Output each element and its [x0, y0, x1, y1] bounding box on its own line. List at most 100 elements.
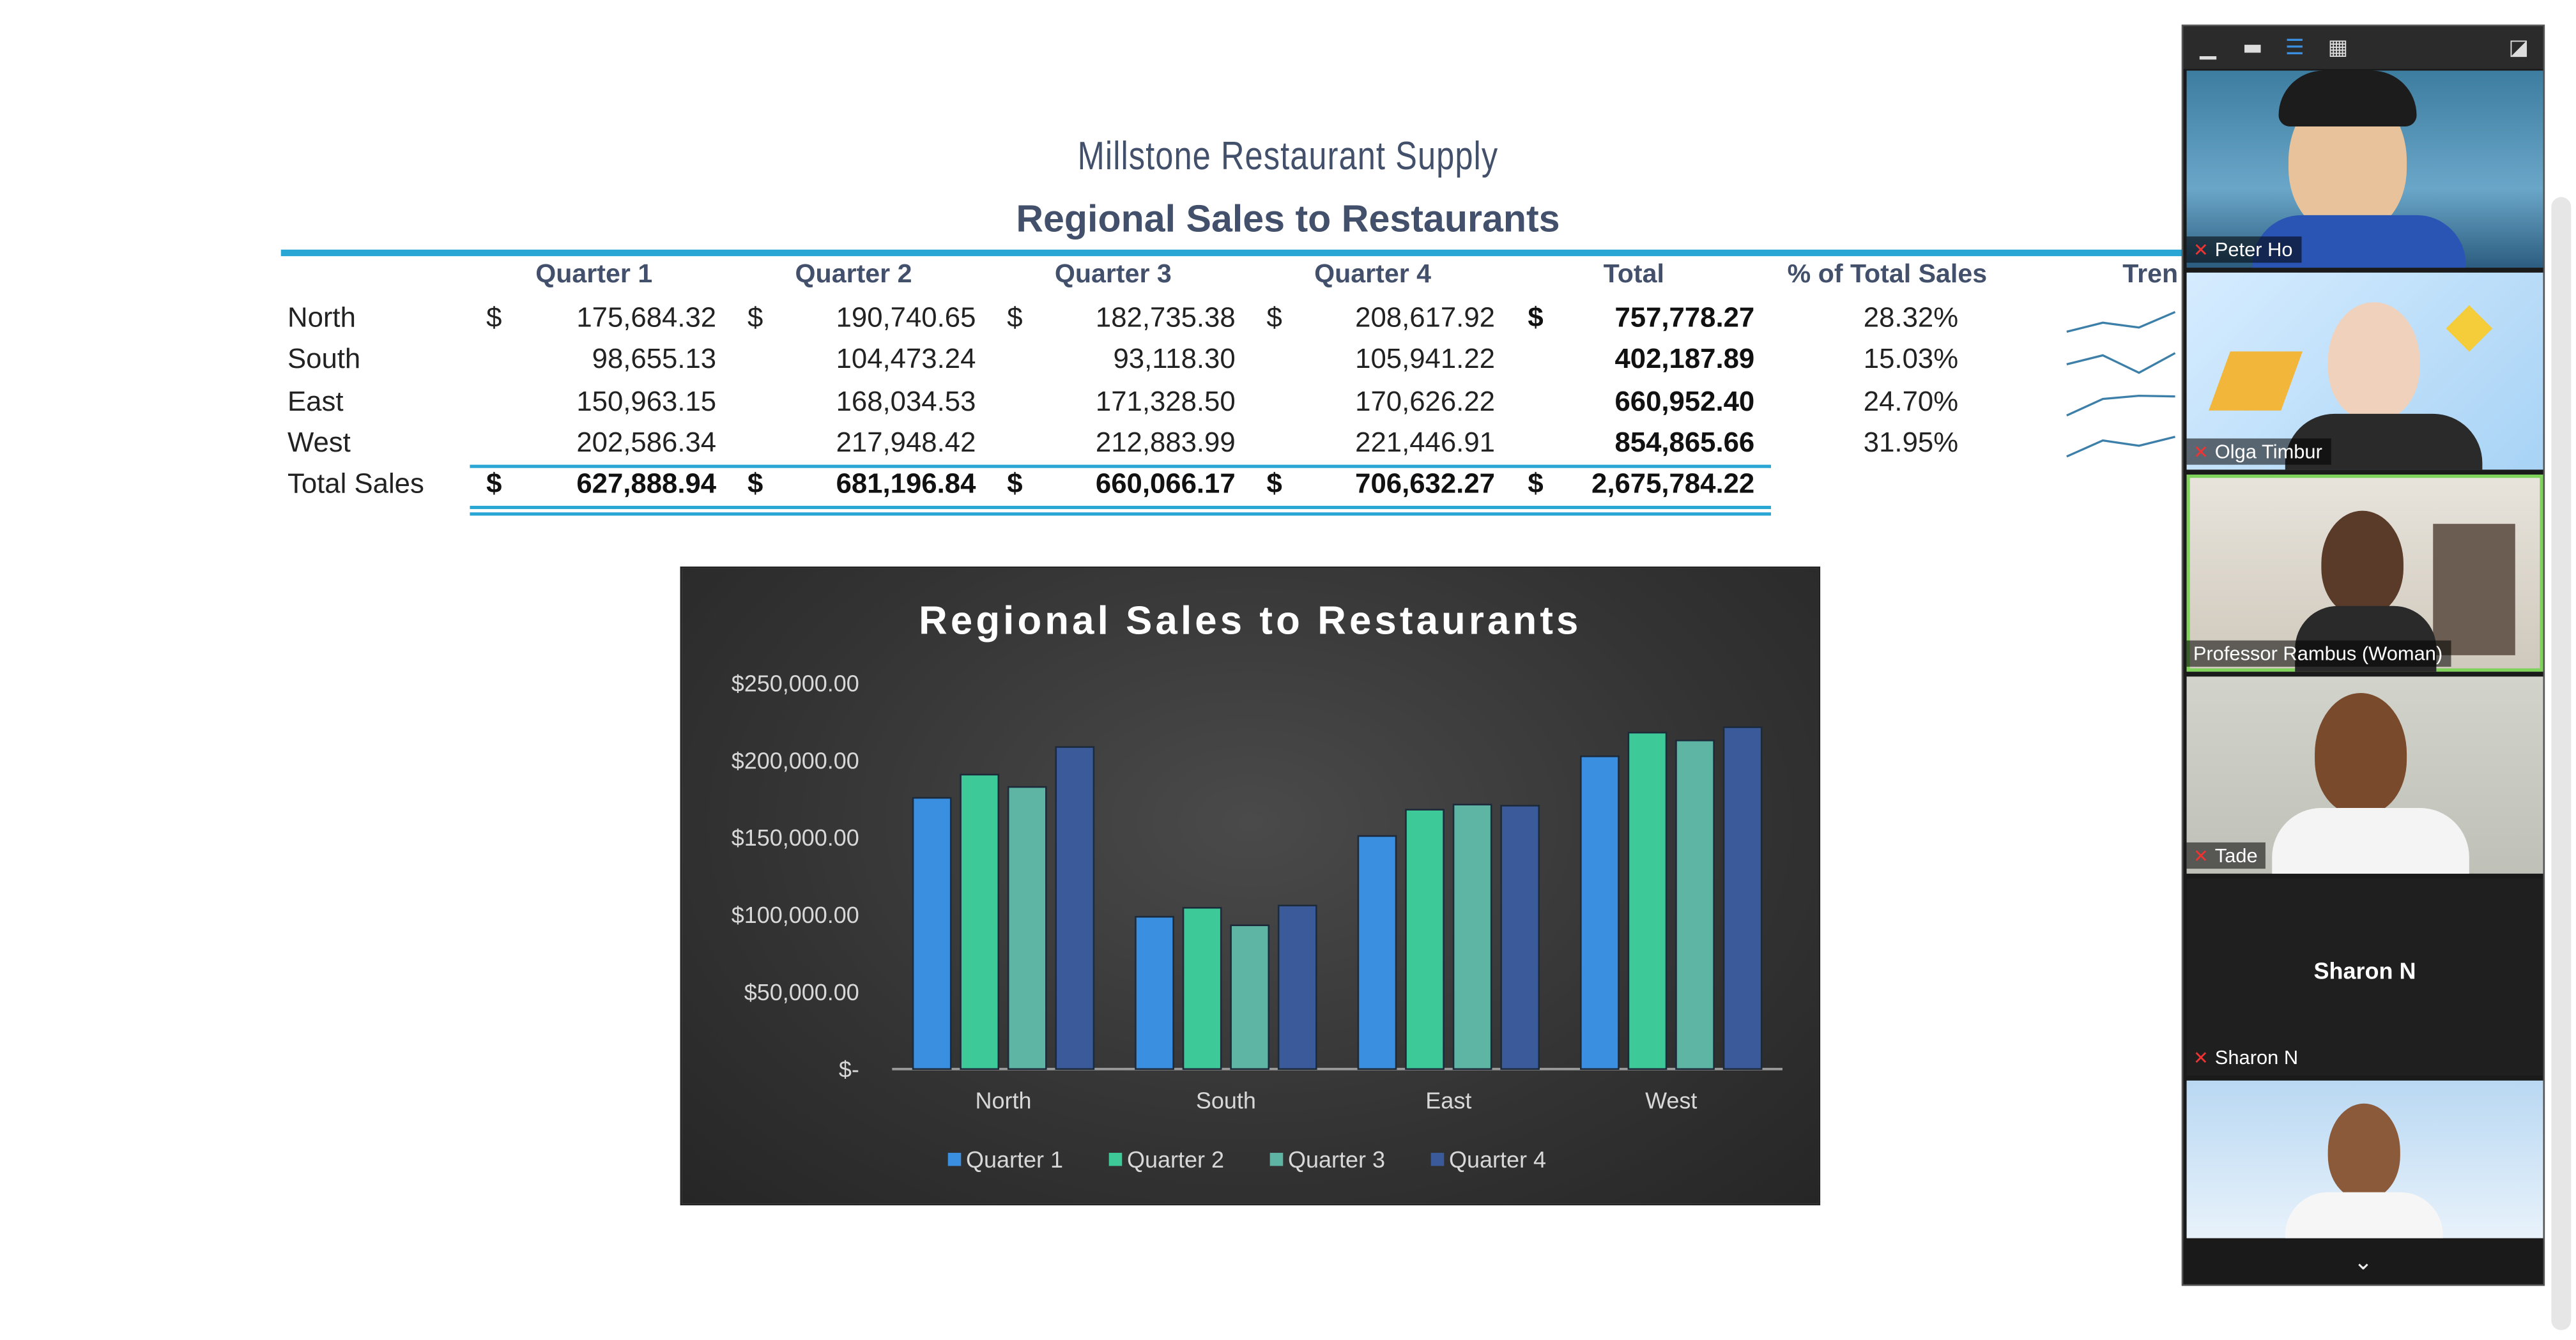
chart-title: Regional Sales to Restaurants: [919, 598, 1581, 643]
participant-face: [2327, 1103, 2400, 1199]
header-rule: [280, 249, 2187, 257]
header-trend[interactable]: Tren: [2122, 261, 2179, 289]
participant-face: [2321, 510, 2404, 616]
total-label[interactable]: Total Sales: [287, 468, 424, 499]
video-tile-extra[interactable]: [2186, 1080, 2543, 1238]
currency-symbol[interactable]: $: [1266, 468, 1282, 499]
row-label[interactable]: West: [287, 427, 351, 459]
decor-shape: [2209, 351, 2303, 411]
video-tile-tade[interactable]: ✕ Tade: [2186, 676, 2543, 874]
bar-north-q3: [1007, 786, 1047, 1070]
legend-swatch: [1430, 1152, 1445, 1166]
video-tile-peter[interactable]: ✕ Peter Ho: [2186, 70, 2543, 268]
trend-sparkline: [2066, 352, 2176, 374]
bar-east-q3: [1452, 803, 1492, 1070]
video-panel-toolbar: ▁ ▬ ☰ ▦ ◪: [2183, 26, 2543, 69]
total-bottom-rule-2: [470, 512, 1771, 516]
legend-label: Quarter 2: [1127, 1146, 1224, 1173]
currency-symbol[interactable]: $: [1007, 302, 1023, 333]
mic-muted-icon: ✕: [2193, 847, 2209, 867]
mic-muted-icon: ✕: [2193, 443, 2209, 464]
header-q1[interactable]: Quarter 1: [535, 261, 653, 289]
row-label[interactable]: North: [287, 302, 356, 333]
x-tick-label: East: [1425, 1087, 1471, 1113]
currency-symbol[interactable]: $: [1528, 302, 1544, 333]
cell-pct[interactable]: 31.95%: [1863, 427, 1959, 459]
row-label[interactable]: South: [287, 343, 361, 375]
total-q2[interactable]: 681,196.84: [836, 468, 976, 499]
cell-q2[interactable]: 217,948.42: [836, 427, 976, 459]
participant-shirt: [2272, 807, 2469, 874]
exit-fullscreen-icon[interactable]: ◪: [2508, 36, 2529, 61]
header-q4[interactable]: Quarter 4: [1314, 261, 1432, 289]
legend-label: Quarter 3: [1288, 1146, 1385, 1173]
header-pct[interactable]: % of Total Sales: [1787, 261, 1988, 289]
minimize-icon[interactable]: ▁: [2200, 36, 2216, 61]
cell-total[interactable]: 757,778.27: [1614, 302, 1755, 333]
cell-total[interactable]: 854,865.66: [1614, 427, 1755, 459]
cell-pct[interactable]: 15.03%: [1863, 343, 1959, 375]
x-tick-label: North: [975, 1087, 1031, 1113]
cell-q4[interactable]: 105,941.22: [1355, 343, 1495, 375]
cell-total[interactable]: 660,952.40: [1614, 386, 1755, 418]
video-tile-sharon[interactable]: Sharon N ✕ Sharon N: [2186, 878, 2543, 1076]
legend-label: Quarter 4: [1449, 1146, 1546, 1173]
video-tile-rambus[interactable]: Professor Rambus (Woman): [2186, 475, 2543, 672]
hide-video-icon[interactable]: ▬: [2242, 36, 2263, 61]
cell-q4[interactable]: 170,626.22: [1355, 386, 1495, 418]
header-total[interactable]: Total: [1603, 261, 1664, 289]
bar-south-q4: [1277, 904, 1317, 1070]
cell-total[interactable]: 402,187.89: [1614, 343, 1755, 375]
cell-q1[interactable]: 150,963.15: [576, 386, 717, 418]
sparkline-path: [2066, 310, 2176, 333]
company-name: Millstone Restaurant Supply: [1077, 134, 1499, 179]
participant-face: [2315, 693, 2407, 815]
gallery-view-icon[interactable]: ▦: [2327, 36, 2349, 61]
currency-symbol[interactable]: $: [1528, 468, 1544, 499]
total-q4[interactable]: 706,632.27: [1355, 468, 1495, 499]
total-total[interactable]: 2,675,784.22: [1591, 468, 1755, 499]
bar-west-q3: [1675, 739, 1715, 1070]
header-q3[interactable]: Quarter 3: [1054, 261, 1172, 289]
x-tick-label: South: [1196, 1087, 1256, 1113]
bar-north-q1: [912, 796, 952, 1070]
cell-pct[interactable]: 24.70%: [1863, 386, 1959, 418]
currency-symbol[interactable]: $: [747, 302, 763, 333]
cell-q2[interactable]: 190,740.65: [836, 302, 976, 333]
cell-q4[interactable]: 221,446.91: [1355, 427, 1495, 459]
cell-q3[interactable]: 212,883.99: [1095, 427, 1236, 459]
currency-symbol[interactable]: $: [747, 468, 763, 499]
sheet-title: Regional Sales to Restaurants: [1016, 197, 1560, 240]
background-shelf: [2433, 524, 2515, 655]
sales-chart[interactable]: Regional Sales to Restaurants $- $50,000.0…: [680, 567, 1821, 1206]
speaker-view-icon[interactable]: ☰: [2285, 36, 2304, 61]
participant-name-tag: Professor Rambus (Woman): [2186, 640, 2451, 667]
row-label[interactable]: East: [287, 386, 344, 418]
bar-north-q4: [1055, 746, 1095, 1070]
cell-q2[interactable]: 168,034.53: [836, 386, 976, 418]
cell-q4[interactable]: 208,617.92: [1355, 302, 1495, 333]
currency-symbol[interactable]: $: [1266, 302, 1282, 333]
legend-swatch: [1108, 1152, 1123, 1166]
header-q2[interactable]: Quarter 2: [795, 261, 912, 289]
y-tick-label: $150,000.00: [732, 825, 859, 851]
bar-south-q3: [1230, 924, 1270, 1070]
currency-symbol[interactable]: $: [1007, 468, 1023, 499]
participant-hair: [2278, 70, 2417, 126]
cell-pct[interactable]: 28.32%: [1863, 302, 1959, 333]
decor-shape: [2446, 305, 2493, 352]
chevron-down-icon[interactable]: ⌄: [2183, 1241, 2543, 1284]
total-q3[interactable]: 660,066.17: [1095, 468, 1236, 499]
total-q1[interactable]: 627,888.94: [576, 468, 717, 499]
cell-q1[interactable]: 202,586.34: [576, 427, 717, 459]
currency-symbol[interactable]: $: [486, 468, 502, 499]
scrollbar[interactable]: [2551, 197, 2572, 1330]
cell-q1[interactable]: 175,684.32: [576, 302, 717, 333]
cell-q3[interactable]: 182,735.38: [1095, 302, 1236, 333]
currency-symbol[interactable]: $: [486, 302, 502, 333]
cell-q1[interactable]: 98,655.13: [592, 343, 717, 375]
cell-q3[interactable]: 171,328.50: [1095, 386, 1236, 418]
cell-q2[interactable]: 104,473.24: [836, 343, 976, 375]
cell-q3[interactable]: 93,118.30: [1113, 343, 1236, 375]
video-tile-olga[interactable]: ✕ Olga Timbur: [2186, 272, 2543, 470]
